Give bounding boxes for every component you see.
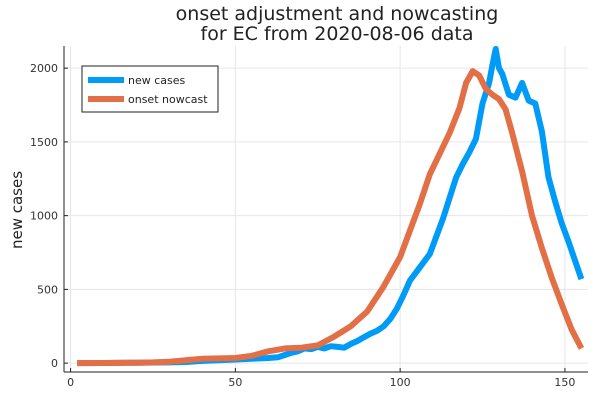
y-tick-label: 0 — [51, 357, 58, 370]
chart-title-line-2: for EC from 2020-08-06 data — [201, 23, 474, 45]
chart-title-line-1: onset adjustment and nowcasting — [176, 3, 499, 25]
y-tick-label: 1000 — [30, 210, 58, 223]
x-tick-label: 50 — [228, 376, 242, 389]
legend-entry: new cases — [128, 74, 186, 87]
legend-box — [81, 65, 219, 113]
x-tick-label: 0 — [67, 376, 74, 389]
x-tick-label: 150 — [554, 376, 575, 389]
y-axis-label: new cases — [8, 171, 26, 249]
series-line-onset-nowcast — [77, 68, 585, 367]
axes — [63, 46, 588, 373]
y-tick-label: 2000 — [30, 62, 58, 75]
y-tick-label: 500 — [37, 283, 58, 296]
y-tick-label: 1500 — [30, 136, 58, 149]
x-tick-label: 100 — [390, 376, 411, 389]
legend: new cases onset nowcast — [81, 65, 219, 113]
series-lines — [77, 46, 585, 367]
series-line-new-cases — [77, 46, 585, 367]
legend-entry: onset nowcast — [128, 93, 208, 106]
